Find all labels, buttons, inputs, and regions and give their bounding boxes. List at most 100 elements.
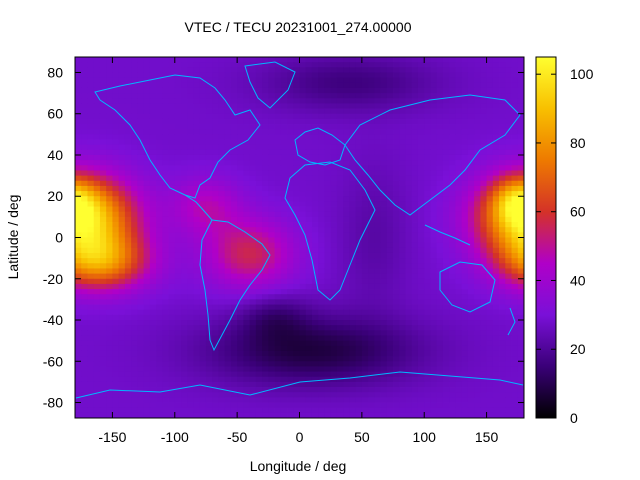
heatmap-cell — [174, 320, 182, 326]
heatmap-cell — [187, 340, 194, 347]
heatmap-cell — [218, 227, 226, 233]
heatmap-cell — [212, 320, 219, 326]
heatmap-cell — [411, 335, 419, 342]
heatmap-cell — [168, 283, 176, 290]
heatmap-cell — [181, 201, 188, 207]
heatmap-cell — [405, 366, 413, 372]
heatmap-cell — [330, 335, 338, 342]
heatmap-cell — [149, 139, 157, 146]
heatmap-cell — [87, 222, 95, 228]
heatmap-cell — [124, 170, 132, 177]
heatmap-cell — [287, 299, 294, 305]
heatmap-cell — [499, 330, 506, 336]
heatmap-cell — [461, 371, 469, 378]
heatmap-cell — [174, 335, 182, 342]
heatmap-cell — [143, 175, 151, 182]
heatmap-cell — [355, 402, 363, 409]
heatmap-cell — [143, 283, 151, 290]
heatmap-cell — [486, 309, 494, 316]
heatmap-cell — [81, 330, 88, 336]
heatmap-cell — [442, 191, 450, 197]
heatmap-cell — [405, 299, 413, 305]
heatmap-cell — [461, 376, 469, 383]
heatmap-cell — [380, 201, 388, 207]
heatmap-cell — [280, 361, 288, 367]
heatmap-cell — [436, 268, 444, 274]
heatmap-cell — [168, 216, 176, 223]
heatmap-cell — [199, 407, 207, 414]
heatmap-cell — [442, 216, 450, 223]
heatmap-cell — [305, 356, 313, 362]
heatmap-cell — [499, 191, 506, 197]
heatmap-cell — [293, 118, 300, 125]
heatmap-cell — [181, 350, 188, 357]
heatmap-cell — [218, 222, 226, 228]
heatmap-cell — [511, 294, 519, 300]
heatmap-cell — [505, 113, 512, 120]
heatmap-cell — [361, 82, 369, 89]
heatmap-cell — [149, 149, 157, 156]
heatmap-cell — [436, 139, 444, 146]
heatmap-cell — [311, 149, 319, 156]
heatmap-cell — [230, 103, 238, 109]
heatmap-cell — [212, 108, 219, 115]
heatmap-cell — [293, 314, 300, 321]
heatmap-cell — [280, 283, 288, 290]
heatmap-cell — [218, 325, 226, 331]
heatmap-cell — [305, 62, 313, 68]
heatmap-cell — [299, 201, 307, 207]
heatmap-cell — [499, 356, 506, 362]
heatmap-cell — [417, 154, 425, 161]
heatmap-cell — [87, 93, 95, 99]
heatmap-cell — [355, 62, 363, 68]
heatmap-cell — [124, 185, 132, 192]
heatmap-cell — [299, 314, 307, 321]
heatmap-cell — [436, 170, 444, 177]
heatmap-cell — [230, 258, 238, 264]
heatmap-cell — [193, 87, 201, 94]
heatmap-cell — [205, 232, 213, 238]
heatmap-cell — [249, 139, 257, 146]
heatmap-cell — [349, 361, 357, 367]
heatmap-cell — [218, 175, 226, 182]
heatmap-cell — [467, 325, 475, 331]
heatmap-cell — [137, 381, 144, 388]
heatmap-cell — [87, 175, 95, 182]
heatmap-cell — [405, 330, 413, 336]
heatmap-cell — [131, 154, 138, 161]
heatmap-cell — [517, 376, 525, 383]
heatmap-cell — [442, 392, 450, 398]
heatmap-cell — [255, 67, 263, 73]
heatmap-cell — [131, 366, 138, 372]
heatmap-cell — [305, 392, 313, 398]
heatmap-cell — [386, 273, 394, 280]
heatmap-cell — [324, 387, 332, 393]
heatmap-cell — [174, 134, 182, 140]
heatmap-cell — [262, 381, 269, 388]
heatmap-cell — [187, 412, 194, 419]
heatmap-cell — [492, 397, 500, 403]
heatmap-cell — [181, 175, 188, 182]
heatmap-cell — [212, 387, 219, 393]
heatmap-cell — [274, 320, 282, 326]
heatmap-cell — [143, 201, 151, 207]
heatmap-cell — [305, 144, 313, 151]
heatmap-cell — [324, 191, 332, 197]
heatmap-cell — [361, 87, 369, 94]
heatmap-cell — [205, 283, 213, 290]
heatmap-cell — [299, 356, 307, 362]
heatmap-cell — [205, 108, 213, 115]
heatmap-cell — [436, 185, 444, 192]
heatmap-cell — [118, 206, 126, 213]
heatmap-cell — [318, 325, 325, 331]
heatmap-cell — [137, 402, 144, 409]
heatmap-cell — [149, 87, 157, 94]
heatmap-cell — [424, 185, 431, 192]
heatmap-cell — [361, 118, 369, 125]
heatmap-cell — [305, 294, 313, 300]
heatmap-cell — [174, 103, 182, 109]
heatmap-cell — [467, 247, 475, 254]
heatmap-cell — [131, 412, 138, 419]
heatmap-cell — [81, 258, 88, 264]
heatmap-cell — [149, 185, 157, 192]
